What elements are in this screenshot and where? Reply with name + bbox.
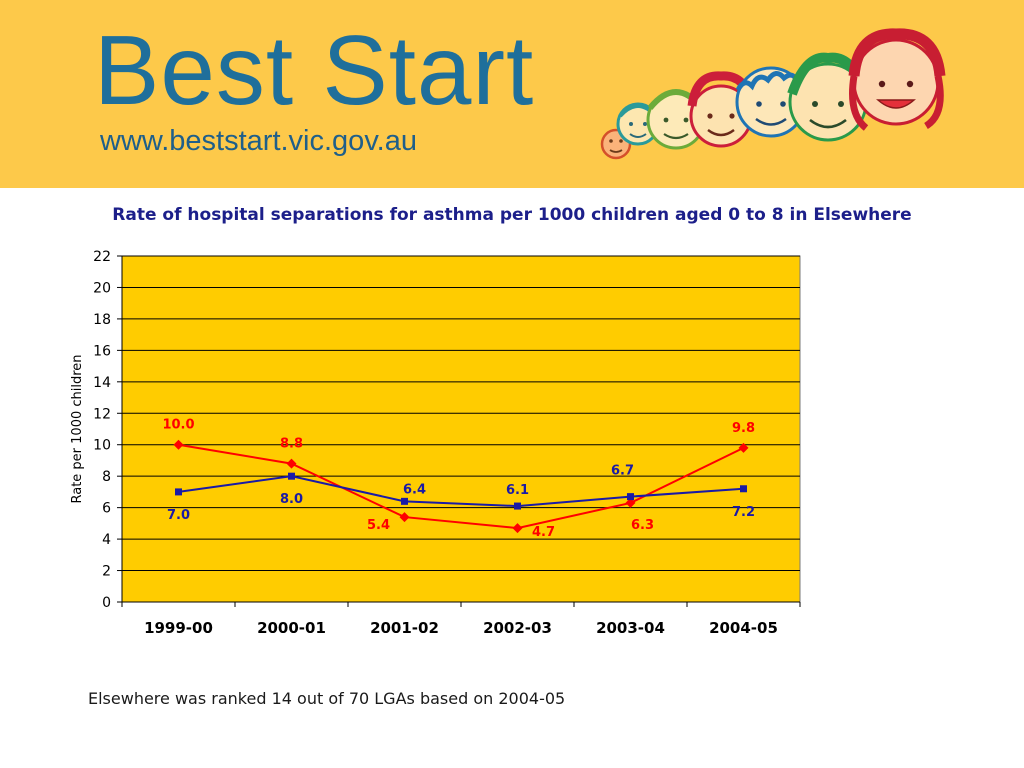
brand-title: Best Start [94,15,535,125]
series-2-point [514,502,521,510]
series-1-data-label: 6.3 [631,518,654,533]
y-axis-label: Rate per 1000 children [70,354,85,503]
series-2-data-label: 8.0 [280,492,303,507]
series-2-point [627,493,634,501]
y-tick-label: 18 [93,312,111,328]
series-2-point [740,485,747,493]
x-tick-label: 2003-04 [596,619,665,637]
plot-area [121,255,801,603]
series-1-line [178,443,744,530]
brand-url[interactable]: www.beststart.vic.gov.au [100,125,417,157]
x-tick-label: 2001-02 [370,619,439,637]
x-tick-label: 2000-01 [257,619,326,637]
y-tick-label: 6 [102,501,111,517]
y-tick-label: 22 [93,249,111,265]
series-2-data-label: 6.7 [611,464,634,479]
series-1-point [286,458,297,469]
series-1-data-label: 5.4 [367,518,390,533]
y-tick-label: 4 [102,532,111,548]
x-tick-label: 2002-03 [483,619,552,637]
ranking-note: Elsewhere was ranked 14 out of 70 LGAs b… [88,689,566,708]
series-1-point [399,512,410,523]
children-faces-logo [600,28,946,160]
series-2-data-label: 7.0 [167,508,190,523]
chart-title: Rate of hospital separations for asthma … [112,205,912,225]
series-1-point [625,497,636,508]
series-2-line [178,475,744,508]
series-1-point [173,439,184,450]
y-tick-label: 12 [93,406,111,422]
x-tick-label: 2004-05 [709,619,778,637]
y-tick-label: 8 [102,469,111,485]
y-tick-label: 20 [93,280,111,296]
series-1-data-label: 8.8 [280,437,303,452]
series-1-point [738,442,749,453]
series-1-data-label: 4.7 [532,525,555,540]
y-tick-label: 2 [102,564,111,580]
y-tick-label: 10 [93,438,111,454]
series-2-point [401,497,408,505]
y-tick-label: 16 [93,343,111,359]
series-2-data-label: 7.2 [732,505,755,520]
x-tick-label: 1999-00 [144,619,213,637]
series-2-data-label: 6.1 [506,483,529,498]
header-banner: Best Start www.beststart.vic.gov.au [0,0,1024,188]
series-1-data-label: 10.0 [162,418,194,433]
asthma-rate-line-chart: 0 2 4 6 8 10 12 14 16 18 20 22 1999-00 2000-01 2001-02… [70,249,801,637]
series-2-point [288,472,295,480]
series-2-data-label: 6.4 [403,482,426,497]
series-1-point [512,523,523,534]
series-2-point [175,488,182,496]
y-tick-label: 0 [102,595,111,611]
series-1-data-label: 9.8 [732,421,755,436]
y-tick-label: 14 [93,375,111,391]
